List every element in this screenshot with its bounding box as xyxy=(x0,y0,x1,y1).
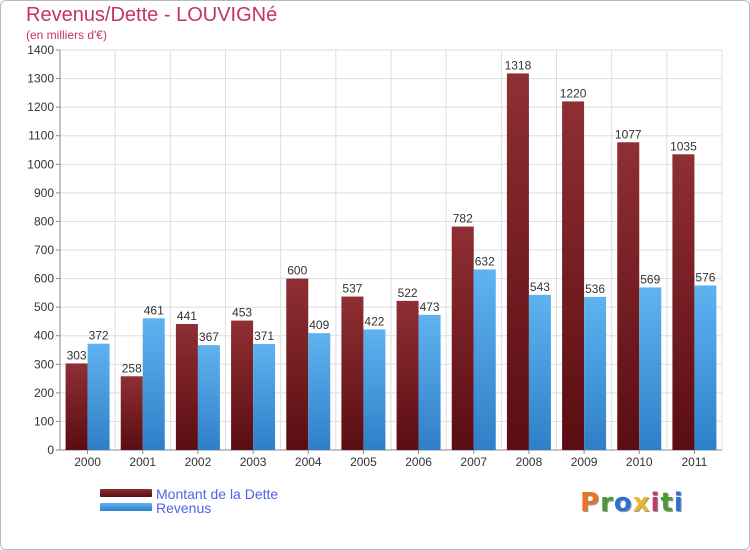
bar-dette xyxy=(562,101,585,450)
chart-subtitle: (en milliers d'€) xyxy=(26,28,107,42)
y-tick-label: 600 xyxy=(34,272,54,286)
data-label-revenus: 409 xyxy=(309,318,329,332)
grid-lines xyxy=(59,49,723,451)
x-tick-label: 2002 xyxy=(185,455,212,469)
data-label-revenus: 422 xyxy=(364,314,384,328)
bar-dette xyxy=(396,300,419,450)
bar-revenus xyxy=(473,269,496,450)
y-tick-label: 400 xyxy=(34,329,54,343)
bar-revenus xyxy=(87,343,110,450)
x-tick-label: 2010 xyxy=(626,455,653,469)
logo-letter: o xyxy=(613,488,633,518)
data-label-dette: 600 xyxy=(287,264,307,278)
bar-revenus xyxy=(142,318,165,450)
axes: 0 100 200 300 400 500 600 700 800 900 1000 1100 1200… xyxy=(27,43,722,469)
x-tick-label: 2003 xyxy=(240,455,267,469)
logo-letter: i xyxy=(650,488,661,518)
x-tick-label: 2009 xyxy=(571,455,598,469)
data-label-dette: 1077 xyxy=(615,127,642,141)
y-tick-label: 1200 xyxy=(27,100,54,114)
bar-dette xyxy=(341,296,364,450)
x-tick-label: 2008 xyxy=(516,455,543,469)
y-tick-label: 300 xyxy=(34,357,54,371)
logo-letter: t xyxy=(660,488,674,518)
data-label-revenus: 461 xyxy=(144,303,164,317)
x-tick-label: 2001 xyxy=(129,455,156,469)
data-label-dette: 522 xyxy=(398,286,418,300)
logo-letter: r xyxy=(600,488,614,518)
data-label-revenus: 372 xyxy=(89,329,109,343)
data-label-dette: 782 xyxy=(453,212,473,226)
y-tick-label: 0 xyxy=(47,443,54,457)
legend-label-revenus: Revenus xyxy=(156,500,212,516)
data-label-dette: 303 xyxy=(67,348,87,362)
y-tick-label: 1300 xyxy=(27,72,54,86)
legend-label-dette: Montant de la Dette xyxy=(156,486,279,502)
y-tick-label: 800 xyxy=(34,214,54,228)
legend-swatch-revenus xyxy=(100,503,152,511)
data-label-revenus: 367 xyxy=(199,330,219,344)
bar-revenus xyxy=(197,345,220,450)
bar-revenus xyxy=(528,294,551,450)
bar-dette xyxy=(506,73,529,450)
data-label-dette: 1318 xyxy=(505,58,532,72)
bar-revenus xyxy=(584,296,607,450)
x-tick-label: 2007 xyxy=(460,455,487,469)
data-label-revenus: 569 xyxy=(640,272,660,286)
data-label-dette: 1220 xyxy=(560,86,587,100)
logo-letter: i xyxy=(673,488,684,518)
y-tick-label: 500 xyxy=(34,300,54,314)
data-label-dette: 258 xyxy=(122,361,142,375)
proxiti-logo: Proxiti xyxy=(580,488,684,518)
bar-dette xyxy=(231,320,254,450)
y-tick-label: 700 xyxy=(34,243,54,257)
y-tick-label: 1400 xyxy=(27,43,54,57)
data-label-dette: 537 xyxy=(342,282,362,296)
data-label-revenus: 371 xyxy=(254,329,274,343)
logo-letter: x xyxy=(632,488,651,518)
x-tick-label: 2000 xyxy=(74,455,101,469)
legend-swatch-dette xyxy=(100,489,152,497)
y-tick-label: 1000 xyxy=(27,157,54,171)
bar-revenus xyxy=(308,333,331,450)
data-label-revenus: 536 xyxy=(585,282,605,296)
data-label-revenus: 473 xyxy=(420,300,440,314)
y-tick-label: 200 xyxy=(34,386,54,400)
bars xyxy=(65,73,717,451)
data-label-revenus: 576 xyxy=(695,270,715,284)
data-label-dette: 1035 xyxy=(670,139,697,153)
page-title: Revenus/Dette - LOUVIGNé xyxy=(26,4,278,26)
y-tick-label: 1100 xyxy=(28,129,54,143)
bar-revenus xyxy=(253,344,276,450)
y-tick-label: 100 xyxy=(34,414,54,428)
bar-revenus xyxy=(694,285,717,450)
x-tick-label: 2006 xyxy=(405,455,432,469)
data-label-dette: 441 xyxy=(177,309,197,323)
data-label-dette: 453 xyxy=(232,306,252,320)
bar-dette xyxy=(451,226,474,450)
x-tick-label: 2004 xyxy=(295,455,322,469)
bar-dette xyxy=(617,142,640,451)
bar-dette xyxy=(672,154,695,451)
bar-dette xyxy=(120,376,143,450)
bar-dette xyxy=(65,363,88,450)
data-label-revenus: 543 xyxy=(530,280,550,294)
y-tick-label: 900 xyxy=(34,186,54,200)
data-label-revenus: 632 xyxy=(475,254,495,268)
bar-dette xyxy=(175,324,198,450)
bar-dette xyxy=(286,278,309,450)
x-tick-label: 2005 xyxy=(350,455,377,469)
logo-letter: P xyxy=(580,488,601,518)
x-tick-label: 2011 xyxy=(682,455,708,469)
bar-revenus xyxy=(639,287,662,450)
bar-revenus xyxy=(363,329,386,450)
bar-revenus xyxy=(418,314,441,450)
